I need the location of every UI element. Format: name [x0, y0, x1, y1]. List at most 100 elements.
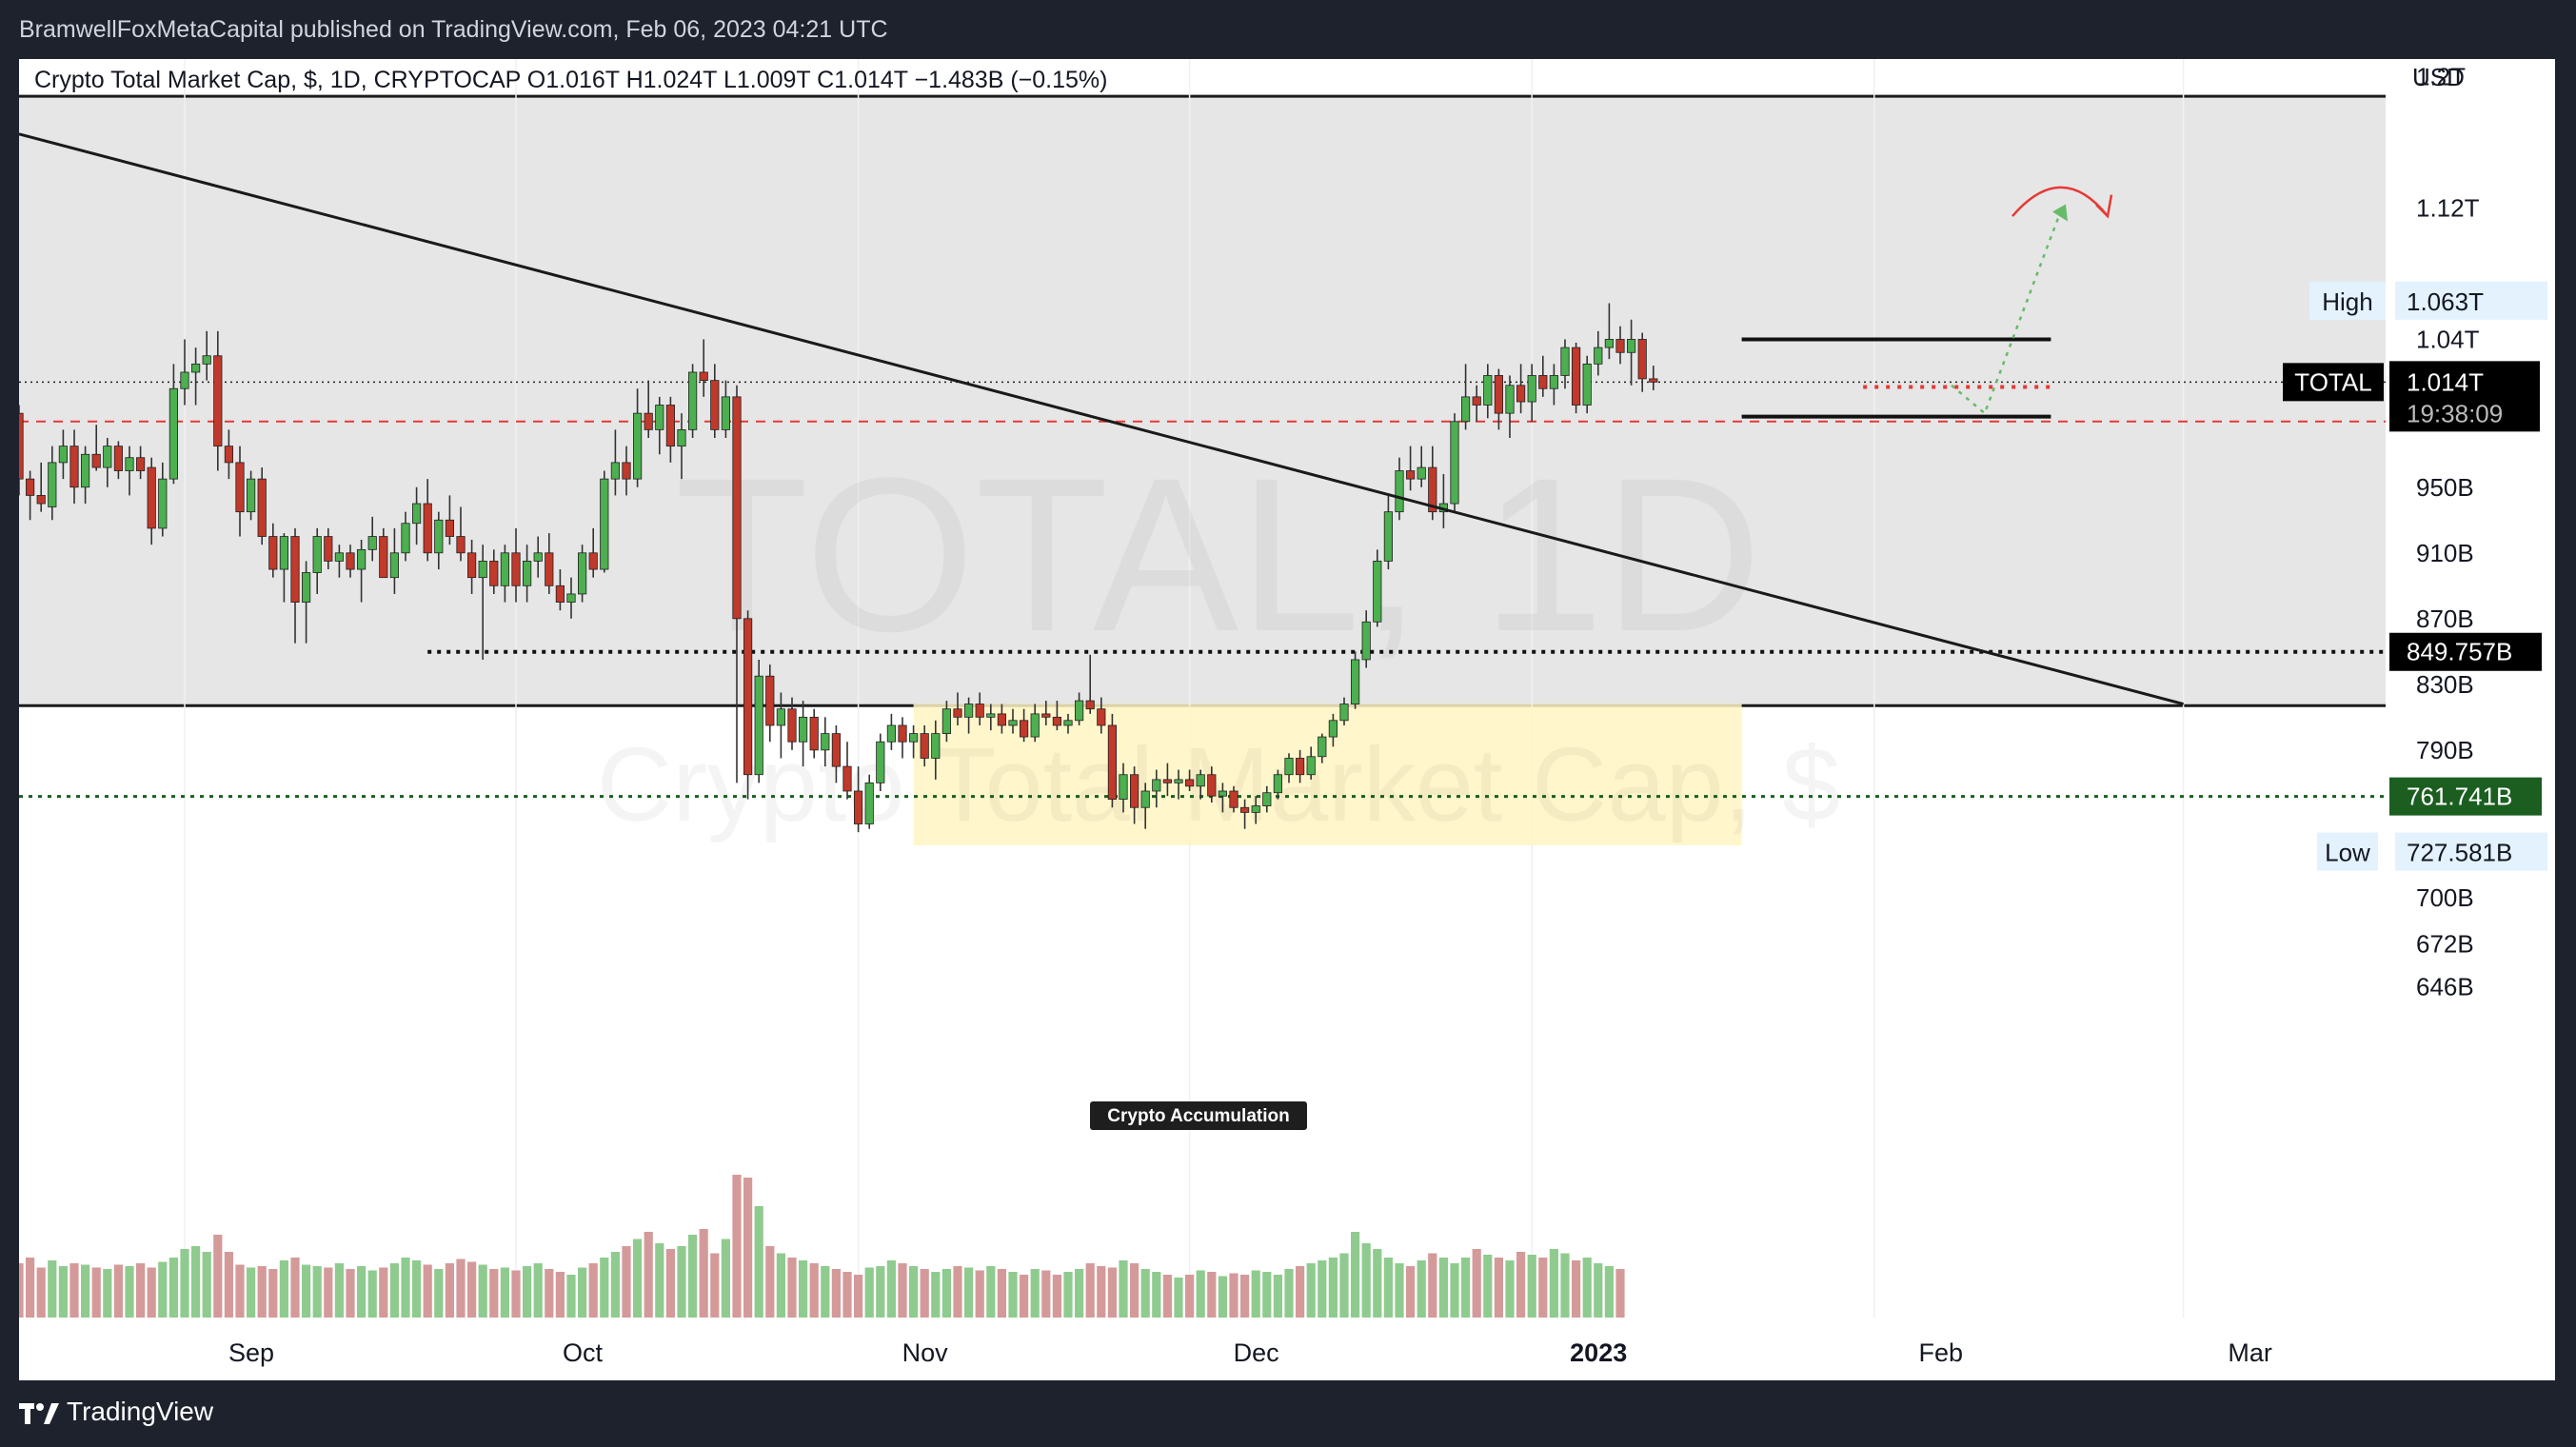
- volume-bar: [268, 1269, 278, 1318]
- candle-body: [931, 733, 941, 759]
- volume-bar: [346, 1269, 355, 1318]
- volume-bar: [213, 1235, 223, 1318]
- tradingview-brand[interactable]: TradingView: [67, 1397, 214, 1426]
- bar-countdown: 19:38:09: [2407, 399, 2503, 427]
- high-label: High: [2322, 287, 2372, 316]
- low-label-box: [2317, 832, 2378, 871]
- candle-body: [1627, 339, 1636, 353]
- volume-bar: [1395, 1263, 1404, 1318]
- volume-bar: [1450, 1263, 1459, 1318]
- volume-bar: [854, 1275, 863, 1318]
- volume-bar: [1119, 1260, 1128, 1318]
- candle-body: [732, 396, 742, 620]
- volume-bar: [1052, 1275, 1061, 1318]
- volume-bar: [235, 1264, 245, 1318]
- y-tick-label: 790B: [2416, 736, 2474, 764]
- symbol-label: TOTAL: [2294, 367, 2371, 396]
- chart-area[interactable]: TOTAL, 1D Crypto Total Market Cap, $ Crypt…: [14, 59, 2555, 1380]
- candle-body: [1251, 805, 1260, 813]
- volume-bar: [1494, 1258, 1503, 1318]
- volume-bar: [1075, 1269, 1084, 1318]
- candle-body: [1395, 470, 1404, 513]
- price-chart[interactable]: TOTAL, 1D Crypto Total Market Cap, $ Crypt…: [14, 59, 2555, 1380]
- candle-body: [566, 593, 576, 603]
- x-tick-label: Feb: [1919, 1338, 1964, 1367]
- volume-bar: [423, 1264, 432, 1318]
- candle-body: [1185, 779, 1195, 787]
- candle-body: [578, 552, 587, 595]
- volume-bar: [688, 1235, 698, 1318]
- publisher-bar: BramwellFoxMetaCapital published on Trad…: [0, 0, 2576, 59]
- volume-bar: [787, 1258, 797, 1318]
- volume-bar: [600, 1258, 609, 1318]
- volume-bar: [1560, 1253, 1570, 1318]
- candle-body: [190, 363, 201, 373]
- candle-body: [1130, 774, 1139, 808]
- candle-body: [1572, 347, 1581, 406]
- candle-body: [500, 552, 510, 586]
- volume-bar: [842, 1272, 852, 1318]
- candle-body: [1549, 375, 1558, 389]
- candle-body: [434, 519, 444, 554]
- volume-bar: [103, 1269, 112, 1318]
- candle-body: [367, 536, 377, 550]
- x-tick-label: Mar: [2228, 1338, 2272, 1367]
- candle-body: [1351, 659, 1360, 704]
- volume-bar: [1152, 1272, 1161, 1318]
- volume-bar: [1383, 1258, 1393, 1318]
- candle-body: [147, 466, 156, 529]
- volume-bar: [809, 1263, 819, 1318]
- candle-body: [699, 371, 708, 382]
- tradingview-logo-icon[interactable]: [19, 1397, 59, 1432]
- candle-body: [644, 412, 653, 430]
- y-tick-label: 870B: [2416, 605, 2474, 633]
- candle-body: [257, 478, 267, 537]
- candle-body: [1196, 774, 1205, 787]
- candle-body: [776, 708, 786, 726]
- candle-body: [1450, 421, 1459, 505]
- volume-bar: [1406, 1266, 1416, 1318]
- candle-body: [1649, 378, 1658, 383]
- currency-label: USD: [2412, 63, 2465, 91]
- y-tick-label: 700B: [2416, 883, 2474, 912]
- volume-bar: [456, 1259, 466, 1318]
- volume-bar: [1505, 1260, 1515, 1318]
- symbol-label-box: [2283, 363, 2384, 402]
- candle-body: [423, 503, 432, 554]
- candle-body: [1373, 561, 1382, 623]
- candle-body: [456, 536, 466, 554]
- volume-bar: [1162, 1275, 1172, 1318]
- volume-bar: [1472, 1249, 1481, 1318]
- candle-body: [14, 412, 24, 480]
- volume-bar: [1262, 1272, 1272, 1318]
- volume-bar: [578, 1267, 587, 1318]
- volume-bar: [202, 1252, 211, 1318]
- candle-body: [1417, 466, 1426, 480]
- volume-bar: [898, 1263, 907, 1318]
- volume-bar: [257, 1266, 267, 1318]
- candle-body: [1174, 779, 1183, 783]
- candle-body: [411, 503, 422, 525]
- volume-bar: [1218, 1276, 1227, 1318]
- candle-body: [1306, 756, 1316, 776]
- candle-body: [180, 371, 189, 389]
- accumulation-label: Crypto Accumulation: [1107, 1106, 1289, 1126]
- y-tick-label: 830B: [2416, 670, 2474, 699]
- candle-body: [710, 380, 720, 430]
- volume-bar: [864, 1267, 874, 1318]
- candle-body: [665, 405, 676, 447]
- candle-body: [103, 446, 112, 468]
- volume-bar: [379, 1267, 388, 1318]
- candle-body: [69, 446, 79, 488]
- candle-body: [1604, 339, 1614, 348]
- volume-bar: [1107, 1267, 1117, 1318]
- volume-bar: [1130, 1263, 1139, 1318]
- candle-body: [743, 618, 753, 776]
- volume-bar: [14, 1263, 24, 1318]
- candle-body: [1218, 790, 1227, 797]
- volume-bar: [412, 1260, 422, 1318]
- candle-body: [1075, 700, 1084, 722]
- low-price: 727.581B: [2407, 839, 2512, 867]
- volume-bar: [158, 1261, 168, 1318]
- candle-body: [1262, 792, 1272, 806]
